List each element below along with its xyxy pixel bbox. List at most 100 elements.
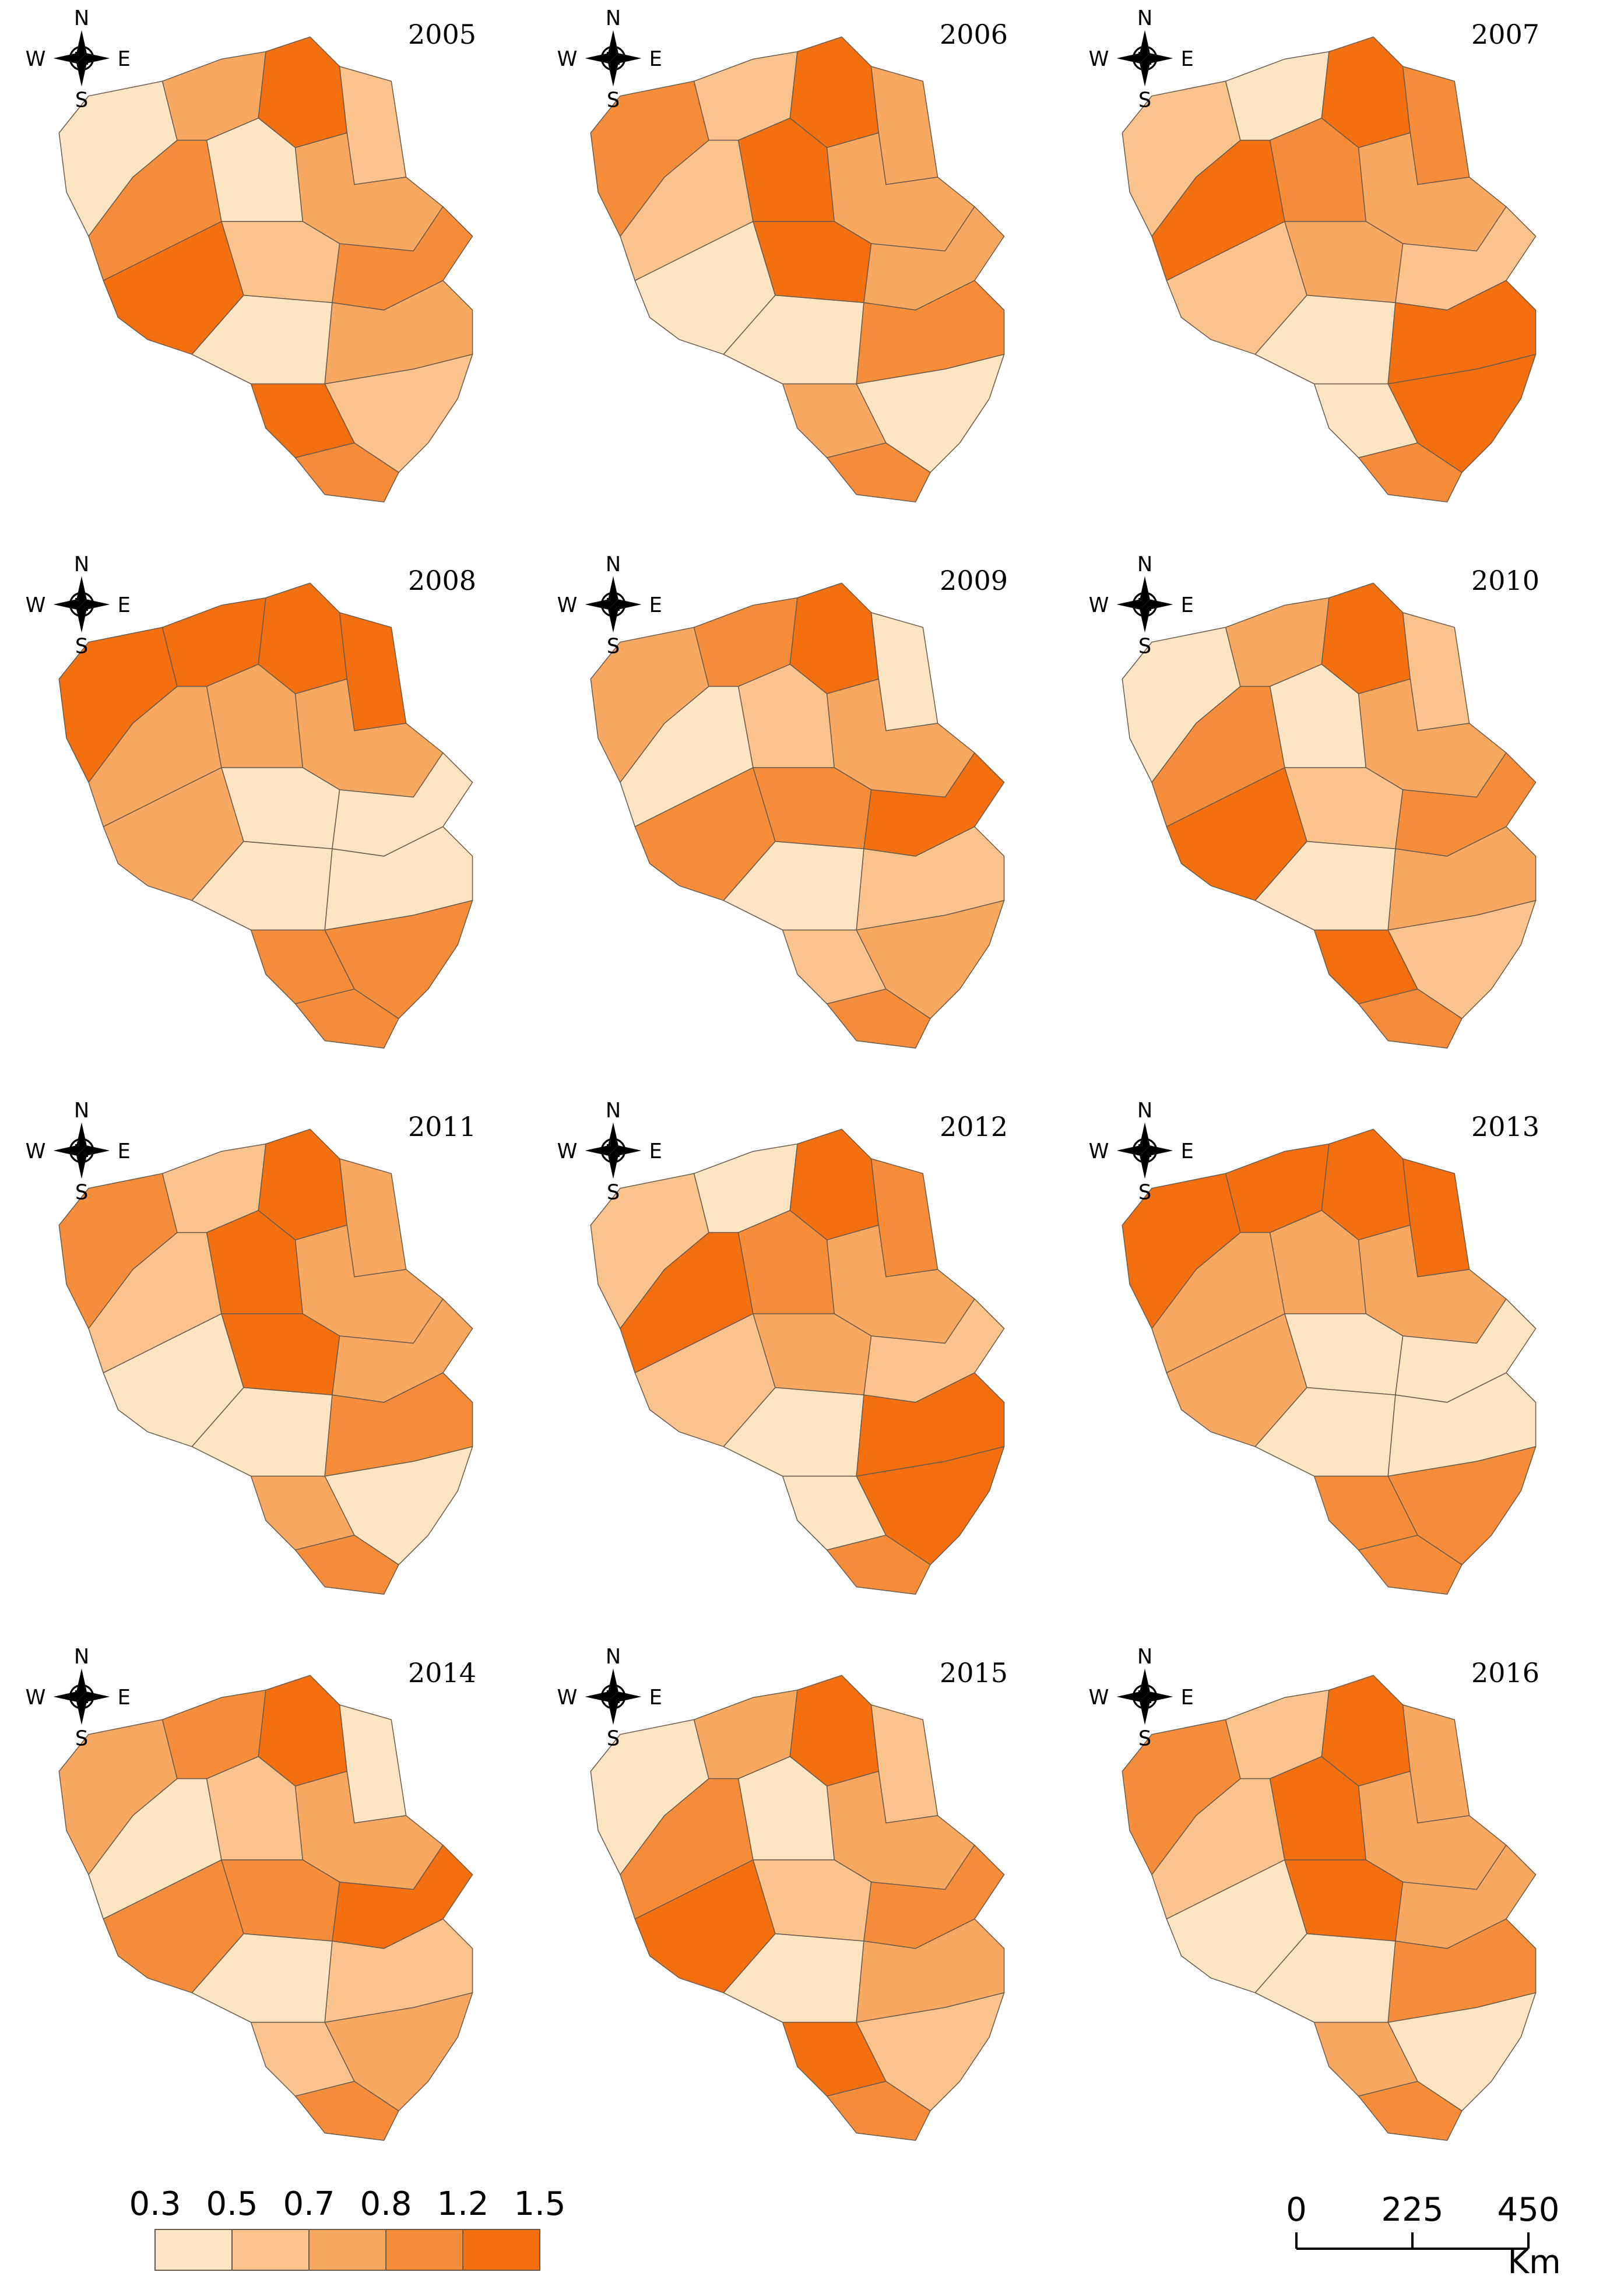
compass-w: W — [557, 47, 578, 71]
panel-year: 2007 — [1471, 19, 1539, 50]
compass-rose — [1115, 575, 1175, 634]
compass-rose — [583, 1121, 643, 1180]
compass-s: S — [607, 1727, 620, 1751]
map — [1122, 1675, 1537, 2141]
panel-year: 2015 — [940, 1657, 1008, 1689]
map-panel: 2016 N S W E — [1089, 1645, 1539, 2141]
compass: N S W E — [1089, 1645, 1194, 1751]
compass: N S W E — [557, 6, 662, 112]
compass-rose — [1115, 29, 1175, 88]
legend-break: 0.5 — [206, 2185, 258, 2223]
compass-e: E — [649, 1140, 662, 1163]
compass-n: N — [606, 1645, 621, 1669]
region — [294, 1535, 399, 1595]
legend-swatch — [154, 2229, 233, 2271]
map-panel: 2013 N S W E — [1089, 1099, 1539, 1595]
legend-swatch — [308, 2229, 386, 2271]
map-panel: 2008 N S W E — [26, 553, 476, 1049]
compass-w: W — [26, 1686, 46, 1710]
panels: 2005 N S W E 2006 N S W E 2007 N S W E 2008 N S W E 2009 N S W E… — [26, 6, 1539, 2141]
map-panel: 2011 N S W E — [26, 1099, 476, 1595]
region — [1358, 442, 1463, 503]
panel-year: 2014 — [408, 1657, 476, 1689]
compass-rose — [1115, 1121, 1175, 1180]
compass-s: S — [607, 635, 620, 659]
legend-swatch — [462, 2229, 540, 2271]
compass-w: W — [1089, 1140, 1109, 1163]
compass-s: S — [75, 89, 88, 112]
panel-year: 2016 — [1471, 1657, 1539, 1689]
map — [1122, 582, 1537, 1049]
compass-s: S — [607, 1181, 620, 1205]
compass-n: N — [74, 6, 89, 30]
map — [590, 36, 1005, 503]
compass-n: N — [1137, 553, 1152, 576]
compass-w: W — [26, 593, 46, 617]
compass-e: E — [118, 47, 131, 71]
compass-e: E — [118, 1140, 131, 1163]
compass-s: S — [1138, 1727, 1151, 1751]
legend: 0.3 0.5 0.7 0.8 1.2 1.5 — [129, 2185, 566, 2271]
compass-rose — [1115, 1667, 1175, 1726]
legend-break: 1.2 — [437, 2185, 488, 2223]
compass-e: E — [1181, 593, 1194, 617]
legend-swatch — [385, 2229, 463, 2271]
compass-s: S — [1138, 635, 1151, 659]
scale-label: 450 — [1498, 2191, 1560, 2229]
compass-n: N — [74, 553, 89, 576]
compass-w: W — [1089, 593, 1109, 617]
compass-e: E — [649, 593, 662, 617]
scale-label: 225 — [1382, 2191, 1444, 2229]
panel-year: 2013 — [1471, 1111, 1539, 1142]
compass: N S W E — [26, 1645, 131, 1751]
compass-e: E — [1181, 1686, 1194, 1710]
map-panel: 2014 N S W E — [26, 1645, 476, 2141]
map-panel: 2012 N S W E — [557, 1099, 1008, 1595]
compass-rose — [583, 29, 643, 88]
compass-n: N — [606, 6, 621, 30]
compass-s: S — [607, 89, 620, 112]
compass-s: S — [75, 1181, 88, 1205]
scale-label: 0 — [1286, 2191, 1307, 2229]
panel-year: 2006 — [940, 19, 1008, 50]
compass-rose — [52, 1667, 111, 1726]
legend-break: 1.5 — [514, 2185, 565, 2223]
compass: N S W E — [26, 6, 131, 112]
compass-w: W — [1089, 1686, 1109, 1710]
panel-year: 2012 — [940, 1111, 1008, 1142]
compass-e: E — [1181, 1140, 1194, 1163]
compass-rose — [583, 1667, 643, 1726]
compass: N S W E — [26, 553, 131, 659]
map — [58, 1128, 473, 1595]
map-panel: 2005 N S W E — [26, 6, 476, 503]
compass-e: E — [118, 593, 131, 617]
map — [590, 1128, 1005, 1595]
compass: N S W E — [557, 1645, 662, 1751]
map-panel: 2007 N S W E — [1089, 6, 1539, 503]
compass-w: W — [26, 47, 46, 71]
map-panel: 2006 N S W E — [557, 6, 1008, 503]
scale-unit: Km — [1507, 2243, 1560, 2279]
region — [826, 2081, 931, 2141]
compass-w: W — [557, 1140, 578, 1163]
compass-rose — [52, 1121, 111, 1180]
compass-n: N — [606, 553, 621, 576]
legend-swatch — [231, 2229, 310, 2271]
compass-w: W — [26, 1140, 46, 1163]
compass-e: E — [118, 1686, 131, 1710]
compass-n: N — [74, 1645, 89, 1669]
compass-n: N — [1137, 6, 1152, 30]
map — [58, 36, 473, 503]
compass-s: S — [1138, 89, 1151, 112]
compass-n: N — [1137, 1099, 1152, 1123]
legend-break: 0.3 — [129, 2185, 181, 2223]
panel-year: 2011 — [408, 1111, 476, 1142]
region — [826, 1535, 931, 1595]
panel-year: 2005 — [408, 19, 476, 50]
compass: N S W E — [1089, 1099, 1194, 1205]
map — [1122, 1128, 1537, 1595]
compass-rose — [52, 29, 111, 88]
compass-n: N — [1137, 1645, 1152, 1669]
compass-e: E — [649, 47, 662, 71]
